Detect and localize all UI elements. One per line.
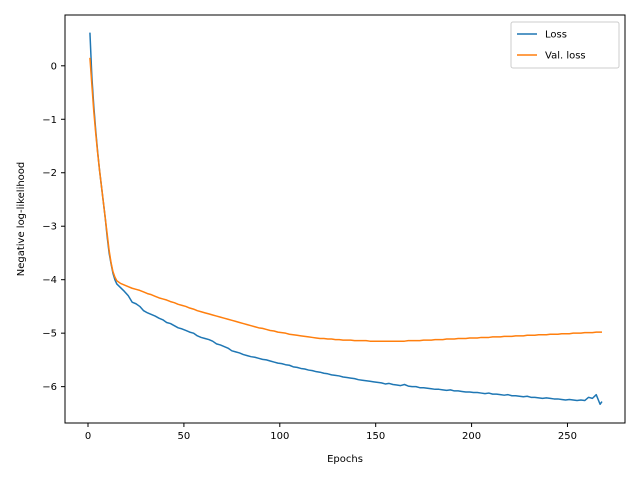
y-tick-label: −1: [42, 115, 57, 126]
x-axis: 0 50 100 150 200 250: [85, 423, 577, 442]
x-tick-label: 50: [178, 431, 191, 442]
plot-frame: [64, 14, 626, 424]
x-tick-label: 150: [366, 431, 385, 442]
y-tick-label: −4: [42, 275, 57, 286]
series-line-2: [89, 57, 602, 342]
y-tick-label: −2: [42, 168, 57, 179]
legend-label: Val. loss: [545, 51, 586, 62]
y-tick-label: −3: [42, 222, 57, 233]
legend-label: Loss: [545, 30, 567, 41]
y-tick-label: 0: [51, 61, 57, 72]
x-tick-label: 100: [270, 431, 289, 442]
legend-box: [510, 21, 620, 69]
x-axis-label: Epochs: [327, 454, 363, 465]
x-tick-label: 0: [85, 431, 91, 442]
y-axis: 0 −1 −2 −3 −4 −5 −6: [42, 61, 65, 393]
x-tick-label: 200: [462, 431, 481, 442]
series-layer: [89, 32, 603, 406]
y-tick-label: −6: [42, 382, 57, 393]
x-tick-label: 250: [558, 431, 577, 442]
y-tick-label: −5: [42, 329, 57, 340]
series-line-1: [89, 32, 603, 406]
legend: Loss Val. loss: [510, 21, 620, 69]
y-axis-label: Negative log-likelihood: [16, 162, 27, 277]
